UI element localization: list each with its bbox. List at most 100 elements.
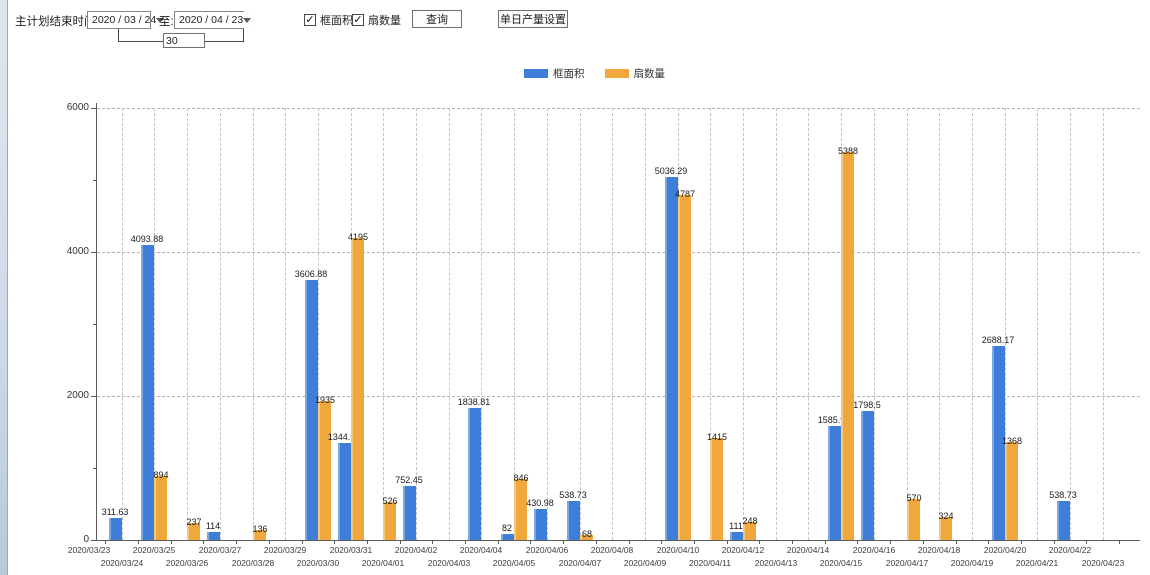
x-axis-tick — [203, 540, 204, 544]
v-gridline — [1070, 108, 1071, 540]
bar-value-label: 82 — [501, 523, 512, 533]
bar-frame-area — [992, 346, 1005, 540]
bar-frame-area — [141, 245, 154, 540]
bar-fan-count — [939, 517, 952, 540]
plan-end-time-label: 主计划结束时间: — [15, 16, 99, 28]
y-axis-tick — [91, 396, 97, 397]
bar-frame-area — [207, 532, 220, 540]
x-axis-tick — [890, 540, 891, 544]
x-axis-tick — [236, 540, 237, 544]
x-axis-label: 2020/04/01 — [361, 558, 405, 568]
bar-value-label: 111 — [729, 521, 743, 531]
legend-label-fan-count: 扇数量 — [633, 68, 666, 80]
bar-value-label: 1585.96 — [817, 415, 851, 425]
x-axis-tick — [988, 540, 989, 544]
x-axis-label: 2020/04/10 — [656, 545, 700, 555]
x-axis-tick — [171, 540, 172, 544]
x-axis-label: 2020/04/21 — [1015, 558, 1059, 568]
bar-fan-count — [580, 535, 593, 540]
legend-item-frame-area: 框面积 — [524, 66, 585, 81]
bar-frame-area — [468, 408, 481, 540]
daily-output-settings-button[interactable]: 单日产量设置 — [498, 10, 568, 28]
v-gridline — [645, 108, 646, 540]
days-count-input[interactable] — [163, 33, 205, 48]
x-axis-label: 2020/03/25 — [132, 545, 176, 555]
v-gridline — [776, 108, 777, 540]
bar-fan-count — [154, 476, 167, 540]
x-axis-tick — [1054, 540, 1055, 544]
bar-value-label: 1415 — [706, 432, 728, 442]
to-label: 至: — [159, 16, 174, 28]
bar-value-label: 2688.17 — [981, 335, 1015, 345]
x-axis-tick — [1086, 540, 1087, 544]
date-from-value: 2020 / 03 / 24 — [92, 14, 157, 26]
bar-fan-count — [678, 195, 691, 540]
x-axis-tick — [334, 540, 335, 544]
bar-frame-area — [501, 534, 514, 540]
y-axis-tick — [91, 540, 97, 541]
bar-frame-area — [109, 518, 122, 540]
checkbox-check-icon: ✓ — [304, 13, 316, 26]
frame-area-checkbox[interactable]: ✓ 框面积 — [304, 12, 353, 28]
v-gridline — [253, 108, 254, 540]
x-axis-label: 2020/04/13 — [754, 558, 798, 568]
x-axis-label: 2020/03/31 — [329, 545, 373, 555]
bar-frame-area — [665, 177, 678, 540]
bar-frame-area — [403, 486, 416, 540]
bar-fan-count — [187, 523, 200, 540]
chevron-down-icon[interactable] — [156, 12, 165, 28]
v-gridline — [874, 108, 875, 540]
date-to-value: 2020 / 04 / 23 — [179, 14, 244, 26]
bar-value-label: 570 — [906, 493, 922, 503]
bar-frame-area — [305, 280, 318, 540]
x-axis-tick — [465, 540, 466, 544]
bar-frame-area — [567, 501, 580, 540]
v-gridline — [710, 108, 711, 540]
checkbox-check-icon: ✓ — [352, 13, 364, 26]
v-gridline — [547, 108, 548, 540]
bar-value-label: 114 — [205, 521, 221, 531]
bar-frame-area — [730, 532, 743, 540]
bar-fan-count — [841, 152, 854, 540]
x-axis-label: 2020/04/23 — [1081, 558, 1125, 568]
bar-fan-count — [318, 401, 331, 540]
bar-value-label: 1344.95 — [327, 432, 361, 442]
v-gridline — [939, 108, 940, 540]
bar-value-label: 5036.29 — [654, 166, 688, 176]
x-axis-tick — [661, 540, 662, 544]
x-axis-label: 2020/04/04 — [459, 545, 503, 555]
bar-value-label: 430.98 — [526, 498, 554, 508]
bar-value-label: 846 — [513, 473, 529, 483]
query-button[interactable]: 查询 — [412, 10, 462, 28]
bar-value-label: 5388 — [837, 146, 859, 156]
v-gridline — [481, 108, 482, 540]
v-gridline — [1037, 108, 1038, 540]
v-gridline — [187, 108, 188, 540]
x-axis-label: 2020/04/06 — [525, 545, 569, 555]
x-axis-label: 2020/04/09 — [623, 558, 667, 568]
bar-frame-area — [828, 426, 841, 540]
bar-fan-count — [907, 499, 920, 540]
x-axis-tick — [1119, 540, 1120, 544]
bar-fan-count — [743, 522, 756, 540]
x-axis-tick — [792, 540, 793, 544]
window-edge-strip — [0, 0, 8, 575]
bar-frame-area — [861, 411, 874, 540]
bar-value-label: 1838.81 — [457, 397, 491, 407]
chevron-down-icon[interactable] — [243, 12, 252, 28]
bar-value-label: 526 — [382, 496, 398, 506]
x-axis-tick — [498, 540, 499, 544]
date-from-picker[interactable]: 2020 / 03 / 24 — [87, 11, 165, 29]
x-axis-label: 2020/04/18 — [917, 545, 961, 555]
x-axis-tick — [367, 540, 368, 544]
bar-value-label: 4093.88 — [130, 234, 164, 244]
fan-count-checkbox[interactable]: ✓ 扇数量 — [352, 12, 401, 28]
x-axis-tick — [629, 540, 630, 544]
x-axis-label: 2020/03/27 — [198, 545, 242, 555]
v-gridline — [907, 108, 908, 540]
date-to-picker[interactable]: 2020 / 04 / 23 — [174, 11, 252, 29]
bar-fan-count — [1005, 442, 1018, 540]
fan-count-swatch — [604, 69, 629, 78]
v-gridline — [1005, 108, 1006, 540]
